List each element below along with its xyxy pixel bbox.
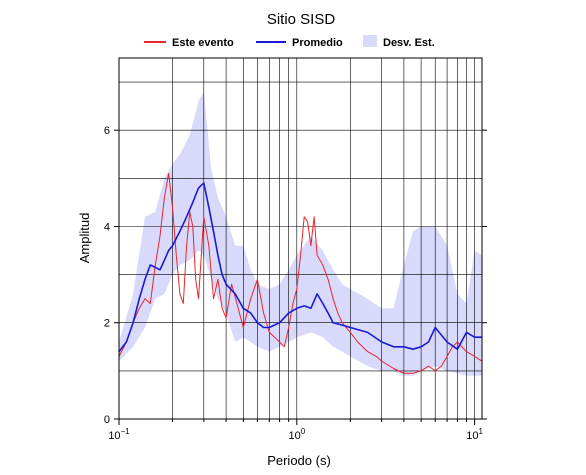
legend: Este evento Promedio Desv. Est. <box>144 35 435 49</box>
legend-swatch <box>363 35 377 47</box>
y-tick-label: 0 <box>104 414 110 426</box>
legend-label: Desv. Est. <box>383 37 435 49</box>
y-tick-label: 4 <box>104 221 110 233</box>
series-line-este-evento <box>118 173 483 374</box>
std-band <box>119 91 482 376</box>
y-tick-label: 6 <box>104 125 110 137</box>
x-tick-label: 100 <box>288 427 305 442</box>
plot-frame <box>118 57 483 420</box>
x-tick-label: 10−1 <box>108 427 130 442</box>
series-layer <box>118 173 483 374</box>
std-band-layer <box>119 91 482 376</box>
grid <box>119 58 482 419</box>
y-tick-label: 2 <box>104 318 110 330</box>
y-axis-label: Amplitud <box>77 213 92 264</box>
series-line-promedio <box>118 182 482 353</box>
legend-label: Promedio <box>292 37 343 49</box>
chart-title: Sitio SISD <box>267 11 336 28</box>
x-tick-label: 101 <box>466 427 483 442</box>
legend-label: Este evento <box>172 37 234 49</box>
x-axis-label: Periodo (s) <box>267 453 331 468</box>
